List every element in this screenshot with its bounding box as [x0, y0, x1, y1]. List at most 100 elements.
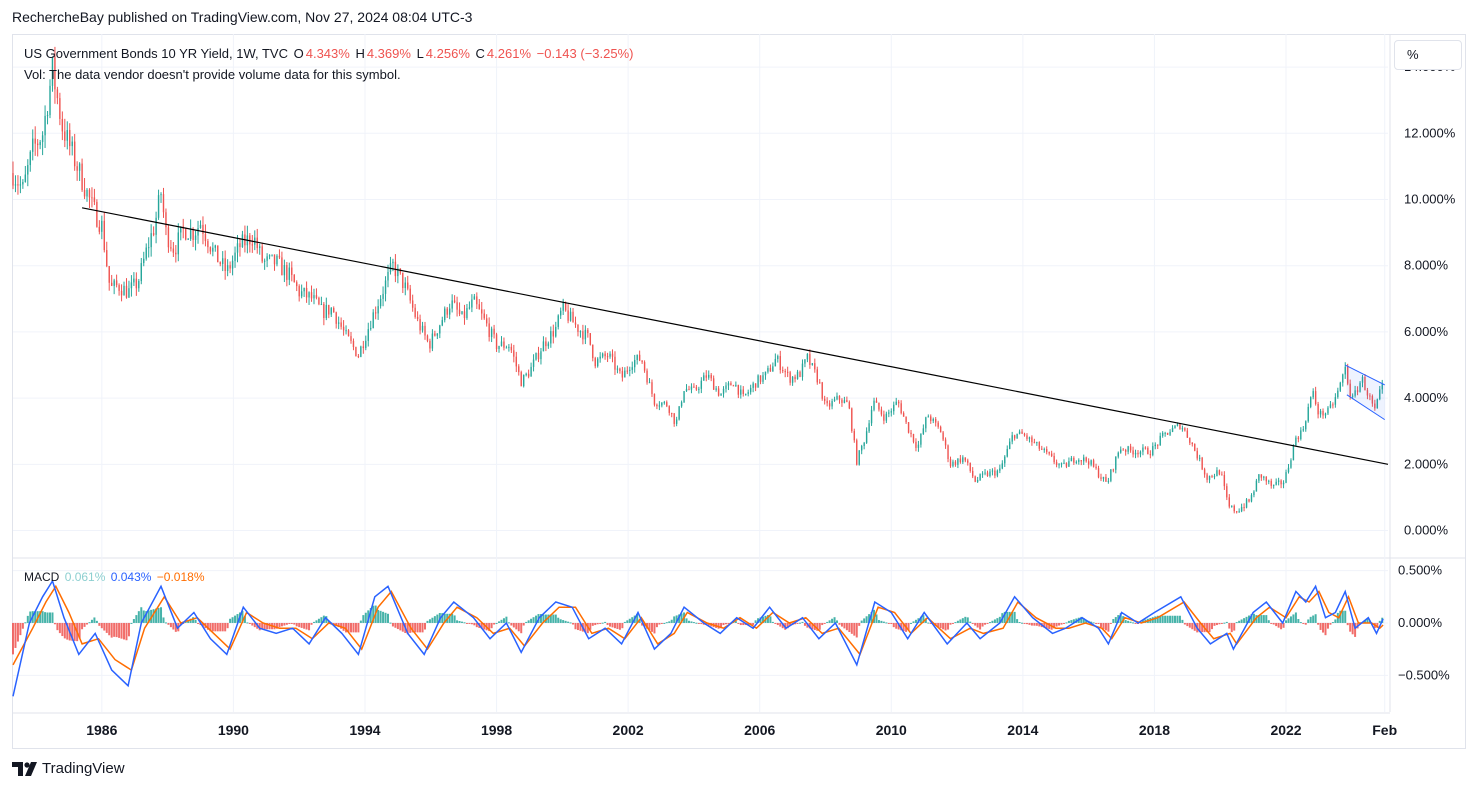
macd-histogram-bar — [475, 622, 478, 628]
candle-body — [890, 411, 892, 413]
candle-body — [1371, 396, 1374, 404]
macd-histogram-bar — [419, 622, 422, 633]
macd-histogram-bar — [458, 620, 461, 623]
candle-body — [1090, 460, 1092, 465]
candle-body — [357, 356, 360, 358]
macd-histogram-bar — [794, 622, 797, 625]
candle-body — [821, 382, 823, 399]
candle-body — [1023, 433, 1026, 436]
candle-body — [574, 322, 577, 325]
candle-body — [1305, 421, 1307, 430]
candle-body — [520, 372, 522, 387]
macd-histogram-bar — [1183, 622, 1186, 625]
brand-footer[interactable]: TradingView — [12, 760, 125, 777]
candle-body — [261, 246, 263, 262]
macd-histogram-bar — [591, 622, 594, 626]
macd-histogram-bar — [261, 622, 264, 630]
candle-body — [335, 312, 337, 324]
candle-body — [305, 287, 308, 298]
candle-body — [143, 258, 145, 264]
macd-histogram-bar — [1319, 622, 1322, 630]
macd-histogram-bar — [1018, 622, 1021, 623]
candle-body — [1110, 469, 1112, 481]
candle-body — [984, 472, 986, 474]
macd-histogram-bar — [1272, 622, 1275, 625]
candle-body — [1115, 456, 1117, 470]
candle-body — [831, 401, 833, 407]
candle-body — [478, 304, 480, 310]
macd-histogram-bar — [855, 622, 858, 638]
candle-body — [298, 286, 300, 297]
macd-histogram-bar — [544, 614, 547, 623]
macd-histogram-bar — [219, 622, 222, 632]
candle-body — [259, 246, 261, 249]
macd-histogram-bar — [1055, 622, 1058, 627]
macd-histogram-bar — [347, 622, 350, 633]
macd-histogram-bar — [762, 616, 764, 623]
macd-histogram-bar — [690, 621, 693, 623]
macd-histogram-bar — [665, 622, 668, 624]
macd-histogram-bar — [362, 615, 365, 623]
candle-body — [522, 374, 525, 387]
macd-histogram-bar — [451, 613, 454, 623]
candle-body — [624, 370, 626, 378]
macd-histogram-bar — [14, 622, 17, 648]
candle-body — [113, 280, 115, 286]
candle-body — [1260, 474, 1263, 478]
candle-body — [283, 265, 286, 276]
candle-body — [900, 403, 902, 414]
high-value: 4.369% — [366, 46, 411, 61]
candle-body — [1240, 507, 1243, 512]
low-value: 4.256% — [425, 46, 470, 61]
macd-histogram-bar — [700, 622, 703, 625]
candle-body — [365, 340, 367, 349]
candle-body — [162, 194, 165, 213]
macd-histogram-bar — [108, 622, 111, 636]
macd-histogram-bar — [951, 622, 954, 624]
macd-histogram-bar — [522, 622, 525, 626]
macd-histogram-bar — [574, 622, 577, 630]
candle-body — [1164, 432, 1166, 434]
candle-body — [801, 363, 804, 377]
macd-histogram-bar — [831, 618, 834, 623]
candle-body — [769, 368, 772, 372]
macd-histogram-bar — [833, 617, 836, 623]
symbol-legend[interactable]: US Government Bonds 10 YR Yield, 1W, TVC… — [24, 46, 635, 61]
macd-histogram-bar — [436, 614, 439, 623]
macd-histogram-bar — [799, 622, 802, 624]
macd-histogram-bar — [411, 622, 414, 633]
candle-body — [690, 386, 693, 390]
macd-histogram-bar — [900, 622, 903, 631]
candle-body — [194, 235, 197, 240]
macd-histogram-bar — [979, 622, 982, 630]
macd-histogram-bar — [752, 622, 755, 626]
price-unit-button[interactable]: % — [1394, 40, 1462, 70]
macd-histogram-bar — [71, 622, 74, 641]
candle-body — [843, 400, 846, 403]
macd-histogram-bar — [974, 622, 977, 626]
macd-histogram-bar — [739, 622, 742, 626]
macd-histogram-bar — [776, 622, 779, 626]
macd-histogram-bar — [1289, 616, 1292, 623]
candle-body — [1053, 455, 1055, 463]
candle-body — [964, 457, 967, 461]
candle-body — [653, 393, 656, 405]
candle-body — [939, 426, 942, 433]
macd-legend[interactable]: MACD 0.061% 0.043% −0.018% — [24, 570, 207, 584]
candle-body — [1004, 456, 1006, 464]
candle-body — [39, 142, 41, 146]
chart-frame[interactable] — [12, 34, 1466, 749]
macd-histogram-bar — [1299, 622, 1302, 624]
macd-histogram-bar — [527, 620, 530, 623]
macd-histogram-bar — [1230, 622, 1233, 633]
macd-histogram-bar — [801, 621, 804, 623]
macd-histogram-bar — [21, 622, 24, 629]
macd-histogram-bar — [631, 617, 634, 623]
candle-body — [885, 413, 888, 421]
macd-histogram-bar — [840, 622, 843, 627]
close-value: 4.261% — [486, 46, 531, 61]
macd-histogram-bar — [998, 616, 1001, 623]
candle-body — [1337, 390, 1339, 398]
candle-body — [856, 440, 858, 465]
